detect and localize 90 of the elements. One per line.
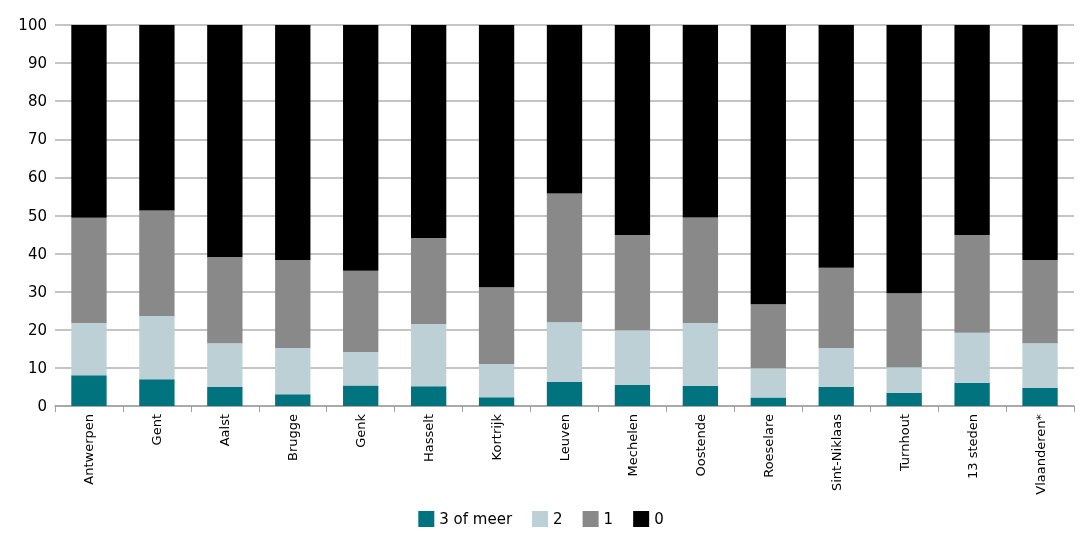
bar xyxy=(207,25,243,258)
x-tick-label: Aalst xyxy=(217,414,233,447)
x-tick-label: Kortrijk xyxy=(489,413,505,461)
bar xyxy=(614,234,651,331)
bar xyxy=(546,382,583,406)
bar xyxy=(682,385,719,406)
bar xyxy=(71,375,107,406)
x-tick-label: Vlaanderen* xyxy=(1032,413,1048,495)
bar xyxy=(275,348,311,395)
bar xyxy=(343,25,379,271)
bar xyxy=(750,25,786,305)
y-tick-label: 100 xyxy=(18,16,47,34)
bar xyxy=(546,193,583,323)
legend-label: 2 xyxy=(553,510,563,528)
x-tick-label: Brugge xyxy=(285,414,301,462)
bar xyxy=(1022,260,1058,344)
bar xyxy=(410,324,447,387)
bar xyxy=(614,330,651,386)
y-tick-label: 20 xyxy=(27,320,47,339)
bar xyxy=(818,348,854,387)
bar xyxy=(478,397,515,406)
bar xyxy=(343,270,379,352)
bar xyxy=(139,210,175,317)
bar xyxy=(954,332,990,383)
bar xyxy=(886,293,922,368)
legend-label: 1 xyxy=(603,510,614,528)
bar xyxy=(886,25,922,294)
bar xyxy=(818,25,854,268)
bar xyxy=(139,316,175,380)
y-tick-label: 90 xyxy=(27,54,47,73)
bar xyxy=(478,287,515,365)
bar xyxy=(1022,343,1058,389)
legend-label: 0 xyxy=(654,510,664,528)
y-tick-label: 10 xyxy=(27,358,47,377)
bar xyxy=(886,367,922,393)
bar xyxy=(682,217,719,323)
y-tick-label: 70 xyxy=(27,130,47,149)
bar xyxy=(275,260,311,349)
y-tick-label: 60 xyxy=(27,168,47,187)
bar xyxy=(410,386,447,406)
x-tick-label: Leuven xyxy=(557,414,572,462)
bar xyxy=(207,343,243,387)
bar xyxy=(71,25,107,218)
y-tick-label: 80 xyxy=(27,92,47,111)
bar xyxy=(207,257,243,344)
legend-label: 3 of meer xyxy=(439,510,513,528)
bar xyxy=(750,304,786,369)
bar xyxy=(818,386,854,406)
bar xyxy=(886,392,922,406)
bar xyxy=(682,25,719,218)
bar xyxy=(139,25,175,211)
bar xyxy=(614,25,651,235)
bar xyxy=(546,25,583,194)
x-tick-label: Gent xyxy=(149,414,165,446)
y-tick-label: 40 xyxy=(27,244,47,263)
x-tick-label: Genk xyxy=(353,413,369,448)
bar xyxy=(954,234,990,333)
x-tick-label: Roeselare xyxy=(760,414,776,478)
bar xyxy=(139,379,175,406)
bar xyxy=(343,385,379,406)
bar xyxy=(343,351,379,386)
bar xyxy=(410,25,447,238)
bar xyxy=(818,267,854,349)
bar xyxy=(71,217,107,323)
x-tick-label: 13 steden xyxy=(964,414,980,480)
bar xyxy=(546,322,583,382)
bar xyxy=(1022,25,1058,261)
x-tick-label: Antwerpen xyxy=(81,414,97,485)
bar xyxy=(1022,388,1058,406)
y-tick-label: 50 xyxy=(27,206,47,225)
bar xyxy=(71,322,107,376)
bar xyxy=(478,364,515,398)
x-tick-label: Turnhout xyxy=(896,414,912,473)
bar xyxy=(275,25,311,261)
bar xyxy=(410,237,447,325)
bar xyxy=(275,394,311,406)
bar xyxy=(682,322,719,386)
y-tick-label: 0 xyxy=(37,397,47,415)
bar xyxy=(207,386,243,406)
bar xyxy=(614,385,651,406)
x-tick-label: Hasselt xyxy=(421,414,437,462)
bar xyxy=(750,368,786,398)
bar xyxy=(478,25,515,288)
x-tick-label: Mechelen xyxy=(624,414,640,477)
bar xyxy=(750,397,786,406)
bar xyxy=(954,25,990,235)
y-tick-label: 30 xyxy=(27,282,47,301)
x-tick-label: Oostende xyxy=(692,414,708,477)
bar xyxy=(954,382,990,406)
x-tick-label: Sint-Niklaas xyxy=(828,413,844,492)
